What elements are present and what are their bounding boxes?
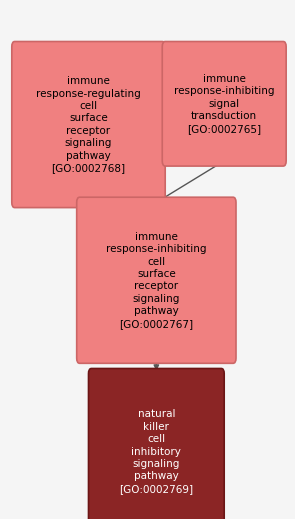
Text: natural
killer
cell
inhibitory
signaling
pathway
[GO:0002769]: natural killer cell inhibitory signaling… (119, 409, 194, 494)
FancyBboxPatch shape (77, 197, 236, 363)
Text: immune
response-regulating
cell
surface
receptor
signaling
pathway
[GO:0002768]: immune response-regulating cell surface … (36, 76, 141, 173)
FancyBboxPatch shape (88, 368, 224, 519)
Text: immune
response-inhibiting
signal
transduction
[GO:0002765]: immune response-inhibiting signal transd… (174, 74, 274, 133)
FancyBboxPatch shape (162, 42, 286, 166)
FancyBboxPatch shape (12, 42, 165, 208)
Text: immune
response-inhibiting
cell
surface
receptor
signaling
pathway
[GO:0002767]: immune response-inhibiting cell surface … (106, 232, 206, 329)
